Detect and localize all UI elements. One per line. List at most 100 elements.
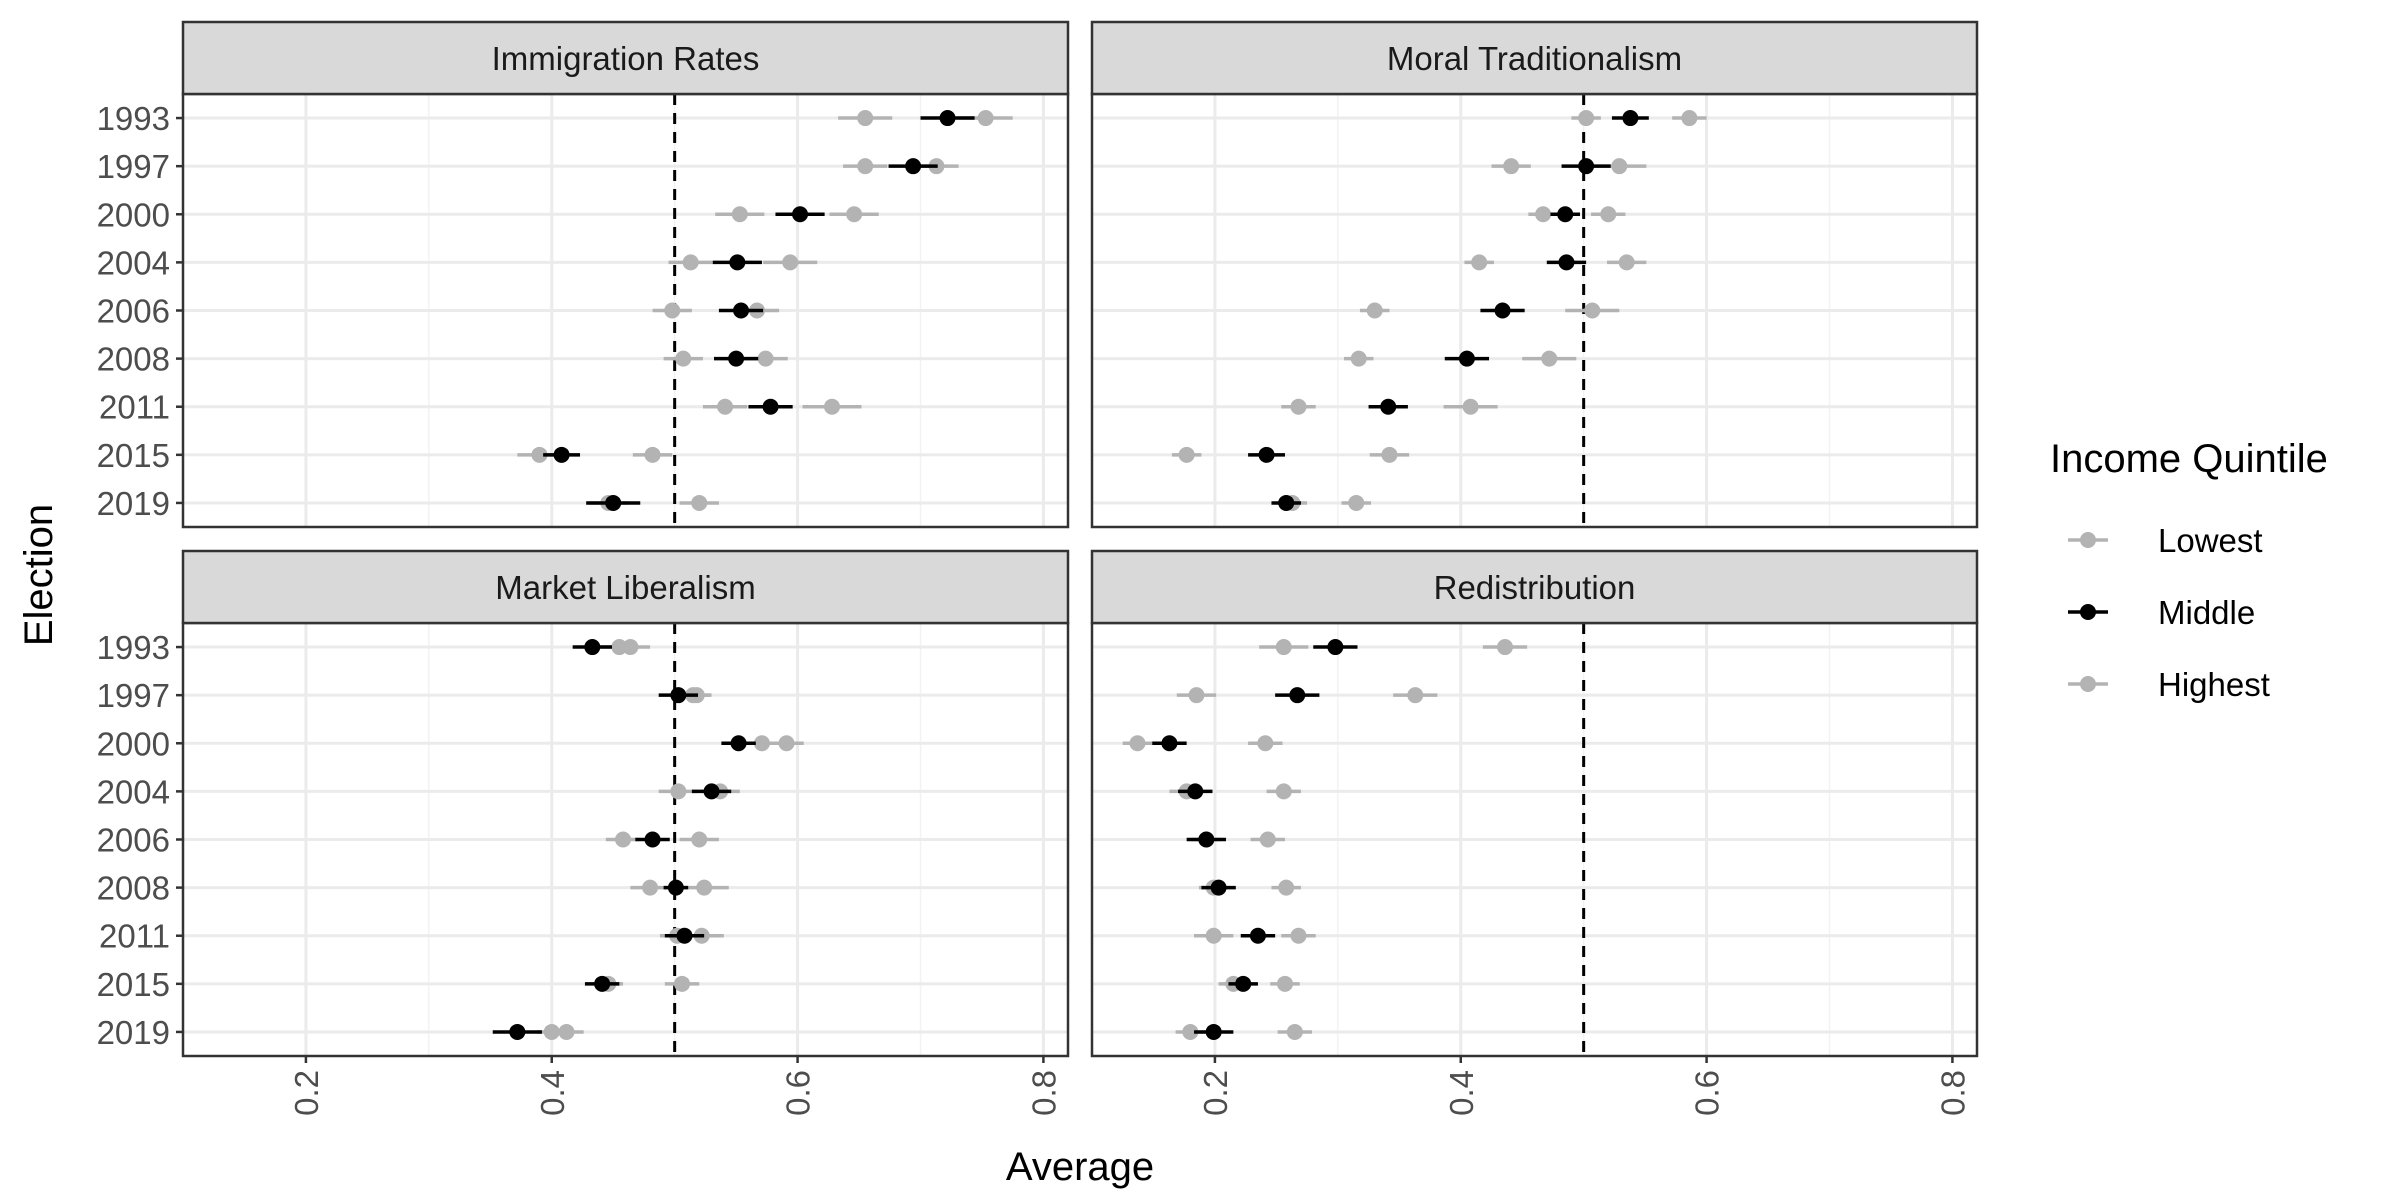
- data-point: [1584, 302, 1601, 319]
- legend-key-point: [2080, 676, 2096, 692]
- x-axis-title: Average: [1006, 1145, 1154, 1189]
- data-point: [1188, 687, 1205, 704]
- data-point: [731, 206, 748, 223]
- data-point: [622, 639, 639, 656]
- y-tick-label: 2000: [97, 725, 170, 762]
- data-point: [1276, 975, 1293, 992]
- data-point: [1471, 254, 1488, 271]
- strip-title: Redistribution: [1434, 569, 1636, 606]
- y-tick-label: 2006: [97, 293, 170, 330]
- data-point: [1275, 783, 1292, 800]
- data-point: [717, 398, 734, 415]
- data-point: [674, 975, 691, 992]
- series-lowest: [517, 110, 893, 511]
- panel-redistribution: Redistribution: [1090, 549, 1979, 1058]
- data-point: [1278, 879, 1295, 896]
- data-point: [757, 350, 774, 367]
- data-point: [1161, 735, 1178, 752]
- data-point: [696, 879, 713, 896]
- panels: Immigration Rates Moral Traditionalism Mar…: [181, 20, 1979, 1058]
- data-point: [1178, 446, 1195, 463]
- data-point: [1258, 446, 1275, 463]
- data-point: [1618, 254, 1635, 271]
- data-point: [1249, 927, 1266, 944]
- x-tick-label: 0.4: [534, 1070, 571, 1116]
- data-point: [670, 783, 687, 800]
- data-point: [730, 735, 747, 752]
- y-tick-label: 2015: [97, 437, 170, 474]
- data-point: [1541, 350, 1558, 367]
- x-tick-label: 0.6: [1689, 1070, 1726, 1116]
- data-point: [1205, 1023, 1222, 1040]
- y-tick-label: 2004: [97, 244, 170, 281]
- series-highest: [1248, 639, 1528, 1040]
- data-point: [824, 398, 840, 415]
- data-point: [728, 350, 745, 367]
- legend-item-highest: Highest: [2068, 666, 2270, 703]
- data-point: [1286, 1023, 1303, 1040]
- y-tick-label: 2019: [97, 485, 170, 522]
- data-point: [1129, 735, 1146, 752]
- data-point: [1600, 206, 1617, 223]
- y-axis-title: Election: [17, 504, 61, 646]
- strip-background: [1090, 549, 1979, 625]
- data-point: [642, 879, 659, 896]
- data-point: [1681, 110, 1698, 127]
- x-tick-label: 0.8: [1934, 1070, 1971, 1116]
- y-tick-label: 2006: [97, 822, 170, 859]
- data-point: [1205, 927, 1222, 944]
- data-point: [676, 927, 693, 944]
- y-tick-label: 2011: [99, 389, 170, 426]
- legend: Income Quintile Lowest Middle Highest: [2050, 437, 2328, 703]
- data-point: [778, 735, 795, 752]
- series-middle: [1248, 110, 1649, 511]
- data-point: [1557, 206, 1574, 223]
- data-point: [1259, 831, 1276, 848]
- data-point: [1558, 254, 1575, 271]
- data-point: [670, 687, 687, 704]
- data-point: [1611, 158, 1628, 175]
- panel-immigration-rates: Immigration Rates: [181, 20, 1070, 529]
- x-tick-label: 0.6: [780, 1070, 817, 1116]
- strip-background: [1090, 20, 1979, 96]
- data-point: [733, 302, 750, 319]
- y-tick-label: 2011: [99, 918, 170, 955]
- data-point: [905, 158, 922, 175]
- series-highest: [1341, 110, 1707, 511]
- legend-item-lowest: Lowest: [2068, 522, 2263, 559]
- data-point: [1290, 927, 1307, 944]
- data-point: [1503, 158, 1520, 175]
- x-tick-label: 0.2: [1197, 1070, 1234, 1116]
- y-tick-label: 1993: [97, 629, 170, 666]
- data-point: [1182, 1023, 1199, 1040]
- data-point: [846, 206, 863, 223]
- data-point: [644, 446, 661, 463]
- data-point: [1348, 494, 1365, 511]
- data-point: [1198, 831, 1215, 848]
- data-point: [1257, 735, 1274, 752]
- data-point: [857, 158, 874, 175]
- data-point: [605, 494, 622, 511]
- data-point: [1578, 158, 1595, 175]
- panel-market-liberalism: Market Liberalism: [181, 549, 1070, 1058]
- x-tick-label: 0.2: [288, 1070, 325, 1116]
- data-point: [1458, 350, 1475, 367]
- x-tick-label: 0.4: [1443, 1070, 1480, 1116]
- data-point: [664, 302, 681, 319]
- data-point: [977, 110, 994, 127]
- data-point: [558, 1023, 575, 1040]
- data-point: [1407, 687, 1424, 704]
- data-point: [691, 494, 708, 511]
- data-point: [1366, 302, 1383, 319]
- y-tick-label: 2004: [97, 773, 170, 810]
- data-point: [584, 639, 601, 656]
- data-point: [1622, 110, 1639, 127]
- data-point: [594, 975, 611, 992]
- legend-title: Income Quintile: [2050, 437, 2328, 481]
- data-point: [1381, 446, 1398, 463]
- strip-title: Immigration Rates: [492, 40, 760, 77]
- data-point: [1275, 639, 1292, 656]
- y-tick-label: 2015: [97, 966, 170, 1003]
- data-point: [792, 206, 809, 223]
